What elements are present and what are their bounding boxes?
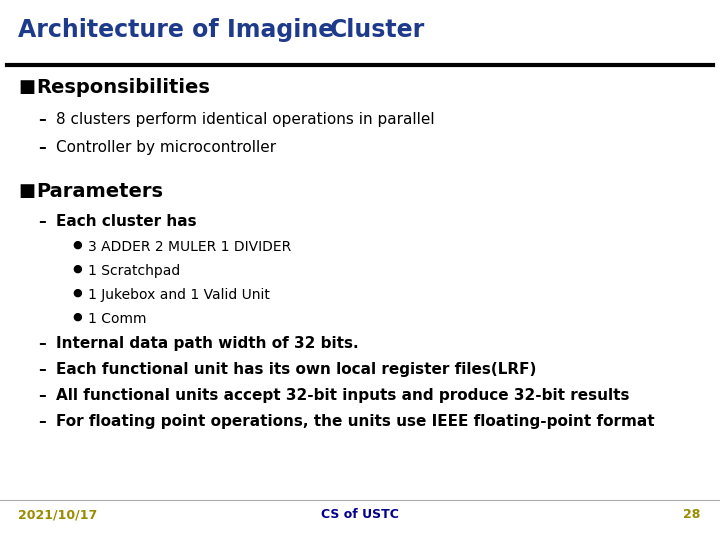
Text: –: – [38,414,46,429]
Text: ●: ● [72,264,82,274]
Text: –: – [38,362,46,377]
Text: 3 ADDER 2 MULER 1 DIVIDER: 3 ADDER 2 MULER 1 DIVIDER [88,240,292,254]
Text: Responsibilities: Responsibilities [36,78,210,97]
Text: –: – [38,140,46,155]
Text: 2021/10/17: 2021/10/17 [18,508,97,521]
Text: 1 Comm: 1 Comm [88,312,146,326]
Text: ●: ● [72,312,82,322]
Text: Cluster: Cluster [330,18,426,42]
Text: CS of USTC: CS of USTC [321,508,399,521]
Text: Each cluster has: Each cluster has [56,214,197,229]
Text: Architecture of Imagine: Architecture of Imagine [18,18,334,42]
Text: Controller by microcontroller: Controller by microcontroller [56,140,276,155]
Text: 28: 28 [683,508,700,521]
Text: ●: ● [72,240,82,250]
Text: ■: ■ [18,78,35,96]
Text: Parameters: Parameters [36,182,163,201]
Text: Each functional unit has its own local register files(LRF): Each functional unit has its own local r… [56,362,536,377]
Text: ●: ● [72,288,82,298]
Text: –: – [38,214,46,229]
Text: 1 Jukebox and 1 Valid Unit: 1 Jukebox and 1 Valid Unit [88,288,270,302]
Text: –: – [38,388,46,403]
Text: For floating point operations, the units use IEEE floating-point format: For floating point operations, the units… [56,414,654,429]
Text: –: – [38,336,46,351]
Text: 8 clusters perform identical operations in parallel: 8 clusters perform identical operations … [56,112,435,127]
Text: ■: ■ [18,182,35,200]
Text: All functional units accept 32-bit inputs and produce 32-bit results: All functional units accept 32-bit input… [56,388,629,403]
Text: 1 Scratchpad: 1 Scratchpad [88,264,180,278]
Text: –: – [38,112,46,127]
Text: Internal data path width of 32 bits.: Internal data path width of 32 bits. [56,336,359,351]
